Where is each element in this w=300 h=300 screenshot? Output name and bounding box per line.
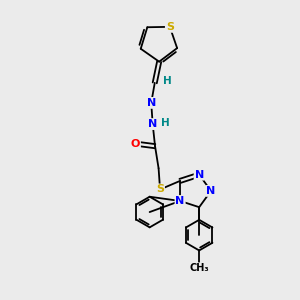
Text: N: N <box>148 119 157 129</box>
Text: CH₃: CH₃ <box>189 263 209 273</box>
Text: N: N <box>195 170 204 180</box>
Text: O: O <box>130 139 140 149</box>
Text: S: S <box>156 184 164 194</box>
Text: H: H <box>163 76 172 86</box>
Text: N: N <box>176 196 185 206</box>
Text: N: N <box>147 98 156 108</box>
Text: H: H <box>161 118 170 128</box>
Text: N: N <box>206 186 216 196</box>
Text: S: S <box>166 22 174 32</box>
